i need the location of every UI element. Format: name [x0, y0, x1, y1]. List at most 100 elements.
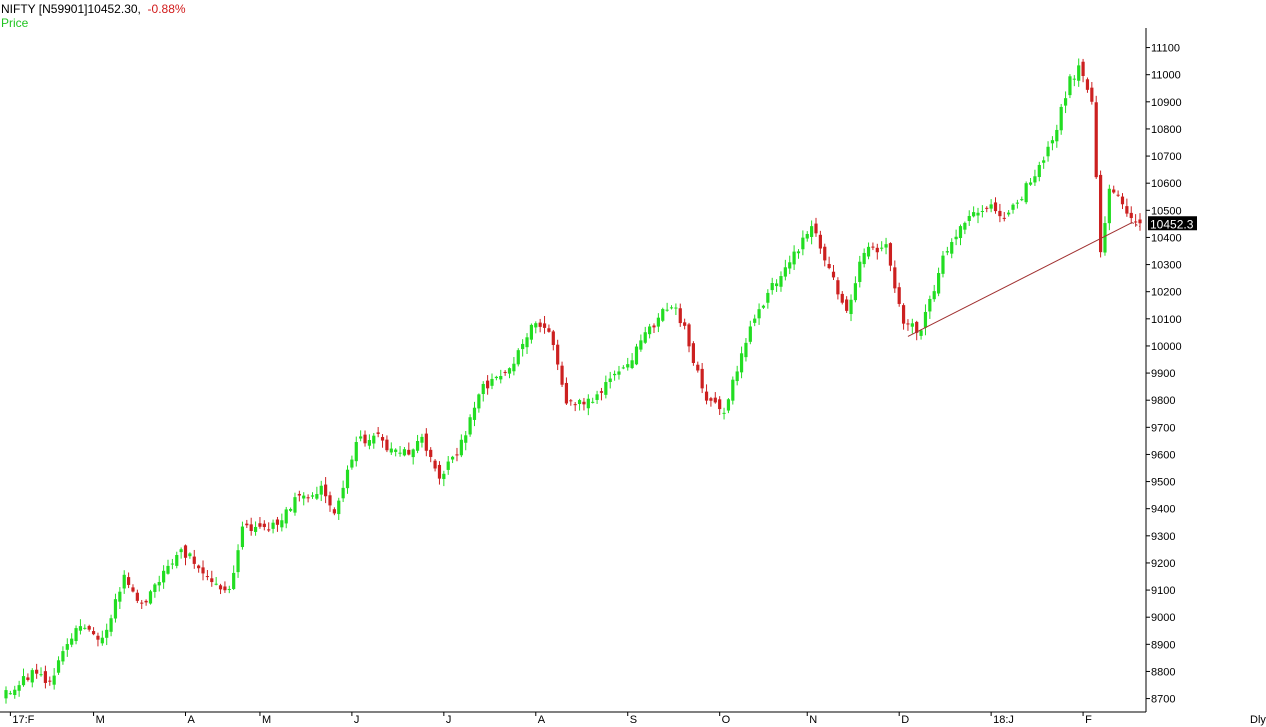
candle-body — [529, 324, 534, 340]
candle-body — [599, 391, 604, 393]
candle-body — [394, 449, 398, 452]
candle-body — [1028, 182, 1033, 185]
candle-body — [319, 485, 323, 495]
time-tick-label: 17:F — [12, 714, 34, 726]
candle-body — [13, 689, 17, 696]
candle-body — [897, 287, 901, 304]
candle-body — [722, 412, 726, 414]
candle-body — [774, 283, 779, 287]
candle-body — [131, 587, 135, 592]
candle-body — [998, 210, 1002, 217]
candle-body — [1112, 189, 1116, 193]
candle-body — [1094, 102, 1098, 178]
candle-body — [481, 383, 485, 395]
price-tick-label: 9000 — [1151, 612, 1175, 624]
price-tick-label: 10000 — [1151, 341, 1182, 353]
candle-body — [1059, 106, 1063, 131]
candle-body — [1103, 223, 1107, 253]
candle-body — [503, 371, 507, 373]
candle-body — [560, 365, 564, 385]
candle-body — [691, 343, 696, 363]
candle-body — [35, 669, 39, 674]
candle-body — [910, 323, 914, 327]
candle-body — [980, 210, 984, 212]
candle-body — [827, 263, 831, 269]
candle-body — [595, 394, 599, 400]
candle-body — [192, 556, 196, 564]
price-tick-label: 10200 — [1151, 287, 1182, 299]
candle-body — [617, 371, 621, 375]
candle-body — [258, 523, 262, 527]
candle-body — [170, 563, 174, 565]
candle-body — [315, 494, 319, 499]
candle-body — [166, 565, 170, 574]
candle-body — [906, 323, 910, 325]
price-tick-label: 9800 — [1151, 395, 1175, 407]
candle-body — [626, 364, 630, 368]
candle-body — [538, 322, 542, 327]
price-tick-label: 10700 — [1151, 151, 1182, 163]
candle-body — [779, 276, 783, 287]
price-tick-label: 9100 — [1151, 585, 1175, 597]
candle-body — [604, 382, 608, 395]
candle-body — [507, 368, 512, 374]
candle-body — [621, 367, 625, 369]
price-tick-label: 9600 — [1151, 449, 1175, 461]
candle-body — [608, 378, 612, 382]
candle-body — [39, 674, 43, 676]
candle-body — [113, 599, 118, 619]
candle-body — [648, 326, 652, 335]
candle-body — [398, 452, 402, 454]
candle-body — [718, 399, 722, 410]
candle-body — [612, 373, 617, 376]
candle-body — [976, 212, 980, 216]
candle-body — [1125, 206, 1129, 214]
price-change: -0.88% — [147, 2, 186, 16]
candle-body — [818, 234, 822, 249]
candle-body — [845, 299, 849, 311]
candle-body — [288, 508, 293, 511]
candle-body — [367, 440, 372, 446]
price-tick-label: 8800 — [1151, 666, 1175, 678]
candle-body — [919, 330, 923, 336]
candle-body — [376, 432, 380, 434]
candle-body — [761, 305, 766, 308]
candle-body — [240, 526, 245, 548]
candle-body — [74, 628, 78, 642]
candle-body — [669, 307, 674, 309]
candle-body — [148, 591, 153, 604]
candle-body — [823, 246, 827, 261]
candle-body — [783, 267, 787, 277]
candle-body — [1024, 183, 1028, 203]
candle-body — [739, 353, 744, 373]
candle-body — [87, 626, 91, 630]
candle-body — [91, 631, 96, 635]
candle-body — [61, 651, 65, 662]
candle-body — [766, 292, 770, 303]
candle-body — [433, 460, 437, 469]
price-tick-label: 9300 — [1151, 531, 1175, 543]
candle-body — [245, 523, 249, 526]
candle-body — [1050, 140, 1055, 144]
price-tick-label: 9200 — [1151, 558, 1175, 570]
candle-body — [183, 545, 188, 558]
candle-body — [197, 565, 201, 569]
candle-body — [157, 582, 161, 586]
trendline-layer — [907, 222, 1141, 337]
candle-body — [928, 298, 932, 312]
price-tick-label: 8700 — [1151, 694, 1175, 706]
candle-body — [337, 500, 341, 515]
candle-body — [310, 495, 315, 497]
candle-body — [1116, 194, 1120, 196]
candle-body — [122, 574, 126, 589]
candle-body — [350, 459, 354, 468]
candle-body — [201, 567, 205, 574]
candle-body — [1068, 76, 1072, 96]
candle-body — [249, 524, 253, 532]
price-tick-label: 11100 — [1151, 43, 1180, 55]
symbol-name: NIFTY [N59901] — [1, 2, 88, 16]
candle-body — [866, 246, 871, 257]
candle-body — [880, 247, 884, 249]
candle-body — [271, 522, 275, 529]
